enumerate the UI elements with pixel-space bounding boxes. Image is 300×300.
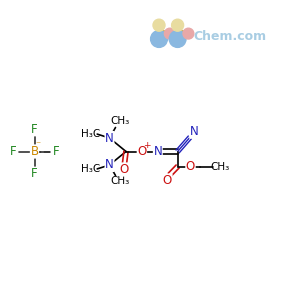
Circle shape xyxy=(151,31,167,47)
Circle shape xyxy=(153,19,165,31)
Text: CH₃: CH₃ xyxy=(110,176,130,187)
Text: CH₃: CH₃ xyxy=(110,116,130,127)
Text: Chem.com: Chem.com xyxy=(194,29,267,43)
Text: +: + xyxy=(143,141,150,150)
Text: CH₃: CH₃ xyxy=(210,161,230,172)
Circle shape xyxy=(172,19,184,31)
Text: H₃C: H₃C xyxy=(81,164,100,174)
Circle shape xyxy=(183,28,194,39)
Text: F: F xyxy=(31,167,38,180)
Text: N: N xyxy=(105,158,114,172)
Text: O: O xyxy=(163,174,172,187)
Text: F: F xyxy=(53,145,59,158)
Text: N: N xyxy=(190,125,199,138)
Circle shape xyxy=(169,31,186,47)
Text: B: B xyxy=(30,145,39,158)
Text: N: N xyxy=(105,131,114,145)
Text: ⁻: ⁻ xyxy=(36,140,41,150)
Text: O: O xyxy=(186,160,195,173)
Circle shape xyxy=(164,28,175,39)
Text: N: N xyxy=(153,145,162,158)
Text: F: F xyxy=(31,123,38,136)
Text: F: F xyxy=(10,145,16,158)
Text: O: O xyxy=(137,145,146,158)
Text: O: O xyxy=(120,163,129,176)
Text: H₃C: H₃C xyxy=(81,129,100,139)
